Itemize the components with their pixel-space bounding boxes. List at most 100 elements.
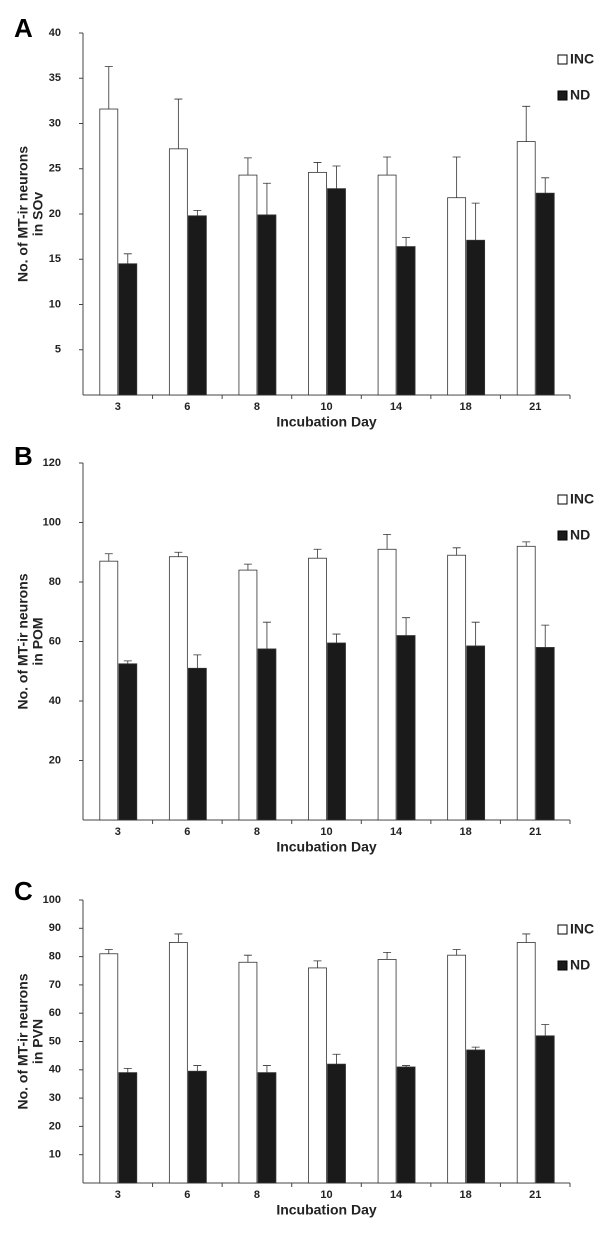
legend-swatch bbox=[558, 925, 567, 934]
figure: A510152025303540No. of MT-ir neuronsin S… bbox=[0, 0, 605, 1254]
y-axis-label: No. of MT-ir neurons bbox=[15, 573, 31, 709]
bar bbox=[517, 942, 535, 1183]
x-tick-label: 6 bbox=[184, 1189, 190, 1201]
bar bbox=[309, 172, 327, 395]
x-tick-label: 6 bbox=[184, 401, 190, 413]
y-tick-label: 35 bbox=[49, 72, 61, 84]
bar bbox=[239, 962, 257, 1183]
error-bar bbox=[314, 961, 322, 968]
legend-label: ND bbox=[570, 87, 590, 103]
y-tick-label: 30 bbox=[49, 117, 61, 129]
x-tick-label: 14 bbox=[390, 826, 403, 838]
bar bbox=[378, 175, 396, 395]
error-bar bbox=[402, 618, 410, 636]
error-bar bbox=[263, 1066, 271, 1073]
x-tick-label: 8 bbox=[254, 826, 260, 838]
error-bar bbox=[453, 157, 461, 198]
bar bbox=[309, 558, 327, 820]
y-tick-label: 100 bbox=[43, 516, 61, 528]
error-bar bbox=[541, 625, 549, 647]
y-tick-label: 90 bbox=[49, 922, 61, 934]
x-tick-label: 8 bbox=[254, 1189, 260, 1201]
y-tick-label: 10 bbox=[49, 1149, 61, 1161]
y-tick-label: 20 bbox=[49, 1120, 61, 1132]
panel-label: C bbox=[14, 876, 33, 906]
bar bbox=[169, 557, 187, 820]
bar bbox=[517, 142, 535, 395]
x-tick-label: 14 bbox=[390, 1189, 403, 1201]
y-tick-label: 50 bbox=[49, 1035, 61, 1047]
x-tick-label: 8 bbox=[254, 401, 260, 413]
y-tick-label: 40 bbox=[49, 695, 61, 707]
legend-swatch bbox=[558, 55, 567, 64]
bar bbox=[467, 240, 485, 395]
legend-label: ND bbox=[570, 957, 590, 973]
error-bar bbox=[244, 955, 252, 962]
error-bar bbox=[174, 552, 182, 556]
error-bar bbox=[402, 238, 410, 247]
legend-swatch bbox=[558, 531, 567, 540]
error-bar bbox=[244, 564, 252, 570]
error-bar bbox=[333, 166, 341, 189]
x-tick-label: 21 bbox=[529, 401, 541, 413]
bar bbox=[536, 1036, 554, 1183]
error-bar bbox=[472, 203, 480, 240]
error-bar bbox=[541, 1025, 549, 1036]
bar bbox=[258, 649, 276, 820]
error-bar bbox=[453, 548, 461, 555]
error-bar bbox=[383, 534, 391, 549]
y-tick-label: 30 bbox=[49, 1092, 61, 1104]
error-bar bbox=[244, 158, 252, 175]
bar bbox=[467, 646, 485, 820]
bar bbox=[100, 954, 118, 1183]
y-tick-label: 80 bbox=[49, 576, 61, 588]
legend-label: INC bbox=[570, 491, 594, 507]
x-axis-label: Incubation Day bbox=[276, 1202, 377, 1218]
error-bar bbox=[124, 254, 132, 264]
bar bbox=[258, 1073, 276, 1183]
bar bbox=[378, 549, 396, 820]
bar bbox=[100, 109, 118, 395]
bar bbox=[169, 149, 187, 395]
y-axis-label: No. of MT-ir neurons bbox=[15, 973, 31, 1109]
bar bbox=[119, 664, 137, 820]
error-bar bbox=[453, 950, 461, 956]
bar bbox=[328, 1064, 346, 1183]
y-tick-label: 100 bbox=[43, 894, 61, 906]
y-tick-label: 60 bbox=[49, 1007, 61, 1019]
error-bar bbox=[193, 210, 201, 215]
x-tick-label: 21 bbox=[529, 1189, 541, 1201]
bar bbox=[169, 942, 187, 1183]
y-tick-label: 10 bbox=[49, 298, 61, 310]
bar bbox=[397, 247, 415, 395]
error-bar bbox=[522, 934, 530, 942]
y-tick-label: 40 bbox=[49, 27, 61, 39]
x-tick-label: 10 bbox=[320, 826, 332, 838]
bar bbox=[328, 643, 346, 820]
legend-label: INC bbox=[570, 51, 594, 67]
x-axis-label: Incubation Day bbox=[276, 839, 377, 855]
x-tick-label: 14 bbox=[390, 401, 403, 413]
bar bbox=[188, 1071, 206, 1183]
error-bar bbox=[124, 1068, 132, 1072]
bar bbox=[309, 968, 327, 1183]
legend-swatch bbox=[558, 961, 567, 970]
bar bbox=[467, 1050, 485, 1183]
error-bar bbox=[174, 934, 182, 942]
x-tick-label: 18 bbox=[460, 1189, 472, 1201]
y-axis-label: in PVN bbox=[30, 1019, 46, 1064]
x-tick-label: 10 bbox=[320, 1189, 332, 1201]
error-bar bbox=[314, 549, 322, 558]
bar bbox=[448, 955, 466, 1183]
y-tick-label: 70 bbox=[49, 979, 61, 991]
panel-label: A bbox=[14, 13, 33, 43]
y-tick-label: 20 bbox=[49, 208, 61, 220]
bar bbox=[239, 175, 257, 395]
y-axis-label: in POM bbox=[30, 617, 46, 665]
error-bar bbox=[522, 106, 530, 141]
x-tick-label: 10 bbox=[320, 401, 332, 413]
x-tick-label: 18 bbox=[460, 826, 472, 838]
error-bar bbox=[472, 1047, 480, 1050]
bar bbox=[188, 668, 206, 820]
x-tick-label: 21 bbox=[529, 826, 541, 838]
